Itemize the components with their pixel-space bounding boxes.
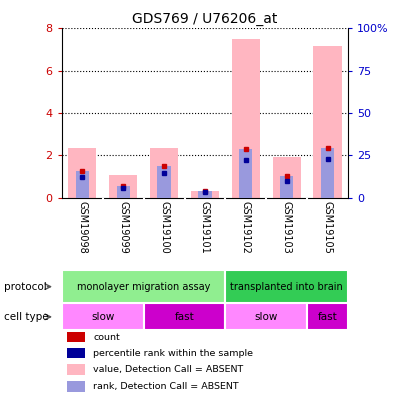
Text: percentile rank within the sample: percentile rank within the sample [93, 349, 253, 358]
Text: slow: slow [255, 312, 278, 322]
Bar [144, 303, 225, 330]
Text: protocol: protocol [4, 281, 47, 292]
Text: transplanted into brain: transplanted into brain [230, 281, 343, 292]
Bar [68, 148, 96, 198]
Bar [76, 171, 89, 198]
Title: GDS769 / U76206_at: GDS769 / U76206_at [132, 12, 278, 26]
Bar [273, 157, 301, 198]
Bar [280, 176, 293, 198]
Text: count: count [93, 333, 120, 341]
Bar [67, 332, 85, 342]
Bar [150, 148, 178, 198]
Bar [199, 191, 211, 198]
Text: rank, Detection Call = ABSENT: rank, Detection Call = ABSENT [93, 382, 239, 391]
Text: GSM19105: GSM19105 [323, 201, 333, 254]
Text: GSM19102: GSM19102 [241, 201, 251, 254]
Bar [62, 270, 225, 303]
Text: cell type: cell type [4, 312, 49, 322]
Bar [321, 148, 334, 198]
Text: fast: fast [175, 312, 194, 322]
Text: GSM19098: GSM19098 [77, 201, 87, 254]
Text: fast: fast [318, 312, 338, 322]
Bar [67, 381, 85, 392]
Text: GSM19103: GSM19103 [282, 201, 292, 254]
Bar [314, 46, 342, 198]
Text: GSM19101: GSM19101 [200, 201, 210, 254]
Text: slow: slow [91, 312, 114, 322]
Bar [67, 364, 85, 375]
Bar [109, 175, 137, 198]
Bar [225, 270, 348, 303]
Text: GSM19099: GSM19099 [118, 201, 128, 254]
Bar [191, 191, 219, 198]
Bar [239, 149, 252, 198]
Text: value, Detection Call = ABSENT: value, Detection Call = ABSENT [93, 365, 244, 374]
Bar [307, 303, 348, 330]
Text: GSM19100: GSM19100 [159, 201, 169, 254]
Text: monolayer migration assay: monolayer migration assay [77, 281, 210, 292]
Bar [225, 303, 307, 330]
Bar [117, 186, 130, 198]
Bar [67, 348, 85, 358]
Bar [158, 166, 171, 198]
Bar [232, 39, 260, 198]
Bar [62, 303, 144, 330]
